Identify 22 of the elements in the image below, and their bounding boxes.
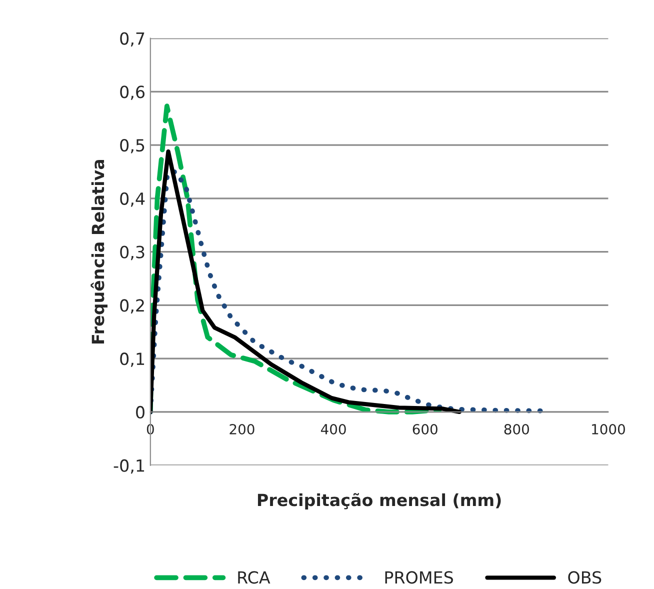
y-tick-label: 0,4 [120,192,145,207]
legend-label: RCA [238,571,270,584]
y-tick-label: -0,1 [114,459,144,474]
y-tick-label: 0,7 [120,32,144,47]
legend-label: OBS [568,571,602,584]
line-series [150,104,442,414]
x-axis-title: Precipitação mensal (mm) [258,493,501,510]
y-axis-title: Frequência Relativa [90,160,108,344]
x-tick-label: 400 [320,424,346,434]
x-tick-label: 800 [504,424,529,434]
y-tick-label: 0,5 [120,139,144,154]
x-tick-label: 600 [412,424,438,434]
y-tick-label: 0,3 [120,246,144,260]
line-series [150,149,462,414]
y-tick-label: 0,6 [120,86,145,100]
legend-label: PROMES [385,571,453,584]
y-tick-label: 0 [136,406,144,418]
x-tick-label: 1000 [592,424,625,434]
y-tick-label: 0,2 [120,299,144,314]
x-tick-label: 0 [146,424,154,434]
x-tick-label: 200 [230,424,254,434]
y-tick-label: 0,1 [120,352,144,367]
